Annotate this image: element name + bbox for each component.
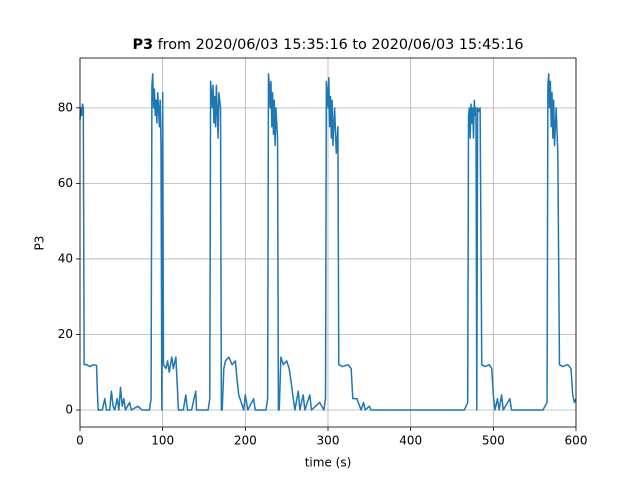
x-tick-label: 0 bbox=[76, 434, 84, 448]
chart-title: P3 from 2020/06/03 15:35:16 to 2020/06/0… bbox=[132, 37, 523, 53]
y-tick-label: 80 bbox=[58, 100, 73, 114]
y-tick-label: 20 bbox=[58, 327, 73, 341]
y-axis-label: P3 bbox=[33, 236, 47, 251]
x-tick-label: 500 bbox=[482, 434, 505, 448]
x-axis-label: time (s) bbox=[305, 456, 352, 470]
y-tick-label: 0 bbox=[65, 403, 73, 417]
x-tick-label: 300 bbox=[317, 434, 340, 448]
y-tick-label: 40 bbox=[58, 251, 73, 265]
x-tick-label: 100 bbox=[151, 434, 174, 448]
y-tick-label: 60 bbox=[58, 176, 73, 190]
x-tick-label: 600 bbox=[565, 434, 588, 448]
data-line bbox=[79, 73, 577, 411]
x-tick-label: 400 bbox=[399, 434, 422, 448]
title-text: from 2020/06/03 15:35:16 to 2020/06/03 1… bbox=[158, 37, 524, 53]
title-series: P3 bbox=[132, 37, 153, 53]
plot-area bbox=[79, 73, 577, 411]
x-tick-label: 200 bbox=[234, 434, 257, 448]
